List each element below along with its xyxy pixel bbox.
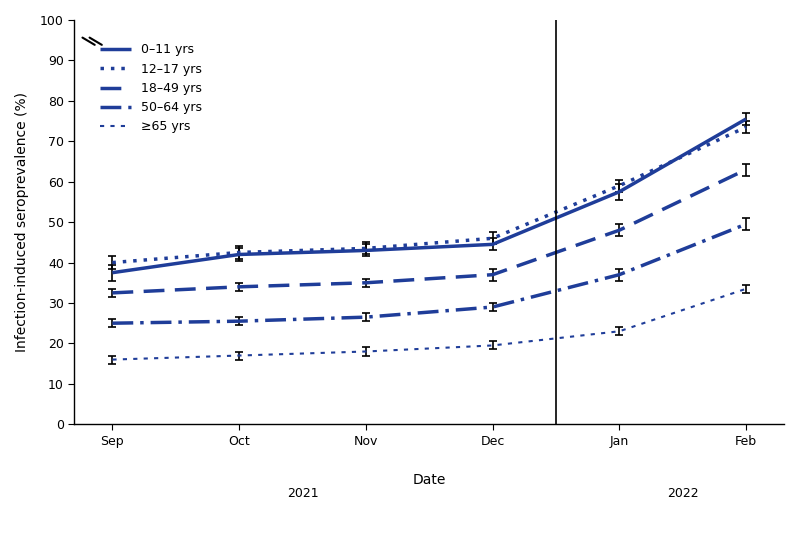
Text: 2022: 2022	[667, 487, 698, 500]
X-axis label: Date: Date	[412, 473, 446, 487]
Y-axis label: Infection-induced seroprevalence (%): Infection-induced seroprevalence (%)	[15, 92, 29, 352]
Text: 2021: 2021	[287, 487, 318, 500]
Legend: 0–11 yrs, 12–17 yrs, 18–49 yrs, 50–64 yrs, ≥65 yrs: 0–11 yrs, 12–17 yrs, 18–49 yrs, 50–64 yr…	[95, 38, 207, 138]
